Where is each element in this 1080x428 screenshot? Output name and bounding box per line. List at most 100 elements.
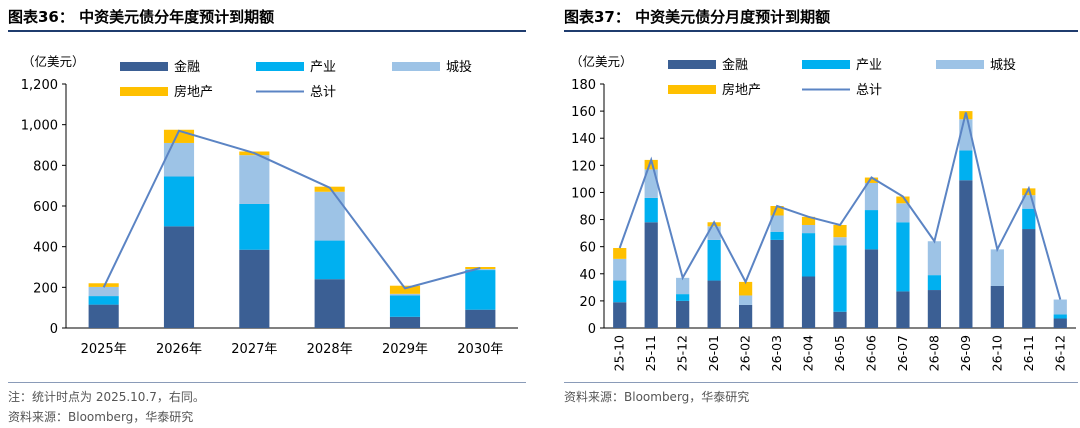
annual-legend-label-total: 总计	[310, 85, 336, 100]
monthly-legend-label-finance: 金融	[722, 57, 748, 73]
monthly-ytick-label: 140	[571, 132, 596, 147]
monthly-legend-swatch-real-estate	[668, 85, 716, 94]
right-figure-title: 图表37： 中资美元债分月度预计到期额	[564, 8, 831, 26]
monthly-bar-real-estate	[801, 216, 816, 225]
monthly-xtick-label: 26-09	[958, 335, 973, 371]
annual-bar-finance	[163, 226, 195, 328]
annual-bar-urban-investment	[239, 155, 270, 204]
annual-ytick-label: 0	[50, 322, 58, 337]
monthly-bar-finance	[676, 300, 690, 328]
monthly-legend-label-real-estate: 房地产	[722, 82, 761, 98]
monthly-ytick-label: 60	[579, 241, 596, 256]
monthly-xtick-label: 26-04	[801, 335, 816, 371]
monthly-bar-finance	[801, 276, 816, 328]
left-top-rule	[8, 30, 526, 32]
monthly-bar-finance	[990, 285, 1004, 328]
annual-bar-urban-investment	[465, 269, 496, 271]
monthly-bar-urban-investment	[833, 237, 847, 246]
monthly-xtick-label: 26-11	[1021, 335, 1036, 371]
monthly-bar-real-estate	[738, 281, 753, 296]
monthly-legend-label-total: 总计	[856, 83, 882, 98]
annual-total-line	[102, 129, 481, 290]
monthly-bar-real-estate	[613, 248, 627, 259]
left-panel: 图表36： 中资美元债分年度预计到期额 （亿美元） 0 200 400 600 800 1,…	[0, 0, 530, 428]
annual-xtick-label: 2027年	[231, 342, 277, 357]
monthly-bar-finance	[1053, 318, 1067, 328]
annual-bar-urban-investment	[389, 293, 421, 296]
monthly-legend-swatch-industry	[802, 60, 850, 69]
monthly-bar-real-estate	[864, 177, 879, 183]
monthly-bar-finance	[613, 302, 627, 328]
monthly-xtick-label: 26-01	[706, 335, 721, 371]
monthly-bar-industry	[927, 275, 942, 291]
annual-legend-label-industry: 产业	[310, 60, 336, 75]
monthly-maturity-chart: （亿美元） 0 20 40 60 80 100 120 140 160 180 25-10 25-11 2…	[570, 54, 1076, 371]
right-bottom-rule	[564, 382, 1078, 383]
monthly-ytick-label: 20	[579, 295, 596, 310]
monthly-bar-industry	[959, 150, 973, 181]
monthly-xtick-label: 25-10	[612, 335, 627, 371]
left-bottom-rule	[8, 382, 526, 383]
monthly-ytick-label: 0	[588, 322, 596, 337]
annual-legend-swatch-real-estate	[120, 87, 168, 96]
annual-xtick-label: 2025年	[81, 342, 127, 357]
monthly-bar-finance	[927, 290, 942, 328]
annual-xtick-label: 2030年	[457, 342, 503, 357]
annual-bar-urban-investment	[314, 191, 345, 241]
annual-bar-finance	[239, 249, 270, 328]
annual-legend-swatch-industry	[256, 62, 304, 71]
monthly-bar-real-estate	[770, 206, 784, 216]
annual-unit-label: （亿美元）	[22, 54, 85, 69]
monthly-bar-industry	[801, 233, 816, 277]
annual-ytick-label: 200	[33, 281, 58, 296]
monthly-bar-finance	[707, 280, 721, 328]
monthly-bar-real-estate	[896, 196, 910, 204]
monthly-bar-industry	[644, 197, 658, 223]
monthly-bar-urban-investment	[1053, 299, 1067, 315]
monthly-bar-urban-investment	[801, 224, 816, 234]
monthly-xtick-label: 26-10	[989, 335, 1004, 371]
annual-bar-industry	[239, 203, 270, 250]
monthly-bar-industry	[676, 294, 690, 301]
left-source: 资料来源：Bloomberg，华泰研究	[8, 410, 194, 424]
monthly-bar-finance	[959, 180, 973, 328]
annual-ytick-label: 600	[33, 200, 58, 215]
annual-ytick-label: 800	[33, 159, 58, 174]
monthly-xtick-label: 26-03	[769, 335, 784, 371]
monthly-xtick-label: 26-07	[895, 335, 910, 371]
monthly-xtick-label: 25-12	[675, 335, 690, 371]
annual-ytick-label: 400	[33, 241, 58, 256]
annual-bar-finance	[389, 316, 421, 328]
monthly-bar-real-estate	[644, 159, 658, 170]
monthly-bar-finance	[864, 249, 879, 328]
left-figure-title: 图表36： 中资美元债分年度预计到期额	[8, 8, 275, 26]
monthly-bar-urban-investment	[738, 295, 753, 305]
annual-maturity-chart: （亿美元） 0 200 400 600 800 1,000 1,200 2025年 2026年 20…	[21, 54, 518, 357]
annual-xtick-label: 2026年	[156, 342, 202, 357]
monthly-xtick-label: 26-12	[1052, 335, 1067, 371]
annual-legend-swatch-finance	[120, 62, 168, 71]
monthly-legend-swatch-urban-investment	[936, 60, 984, 69]
monthly-ytick-label: 120	[571, 159, 596, 174]
annual-bar-industry	[163, 176, 195, 227]
monthly-bar-urban-investment	[676, 277, 690, 295]
monthly-bar-industry	[896, 222, 910, 292]
monthly-xtick-label: 26-02	[738, 335, 753, 371]
monthly-bar-industry	[1022, 208, 1036, 230]
annual-legend-label-finance: 金融	[174, 59, 200, 75]
monthly-bar-industry	[707, 239, 721, 281]
monthly-xtick-label: 26-05	[832, 335, 847, 371]
annual-legend-label-urban-investment: 城投	[446, 59, 472, 75]
monthly-bar-urban-investment	[864, 182, 879, 211]
monthly-bar-industry	[770, 231, 784, 240]
right-panel: 图表37： 中资美元债分月度预计到期额 （亿美元） 0 20 40 60 80 100 120…	[556, 0, 1080, 428]
monthly-bar-urban-investment	[990, 249, 1004, 286]
annual-xtick-label: 2028年	[307, 342, 353, 357]
monthly-bar-finance	[1022, 229, 1036, 328]
monthly-legend-label-industry: 产业	[856, 58, 882, 73]
monthly-bar-urban-investment	[927, 241, 942, 276]
annual-ytick-label: 1,000	[21, 119, 58, 134]
annual-bar-urban-investment	[163, 142, 195, 177]
monthly-bar-urban-investment	[613, 258, 627, 281]
annual-bar-finance	[314, 279, 345, 328]
